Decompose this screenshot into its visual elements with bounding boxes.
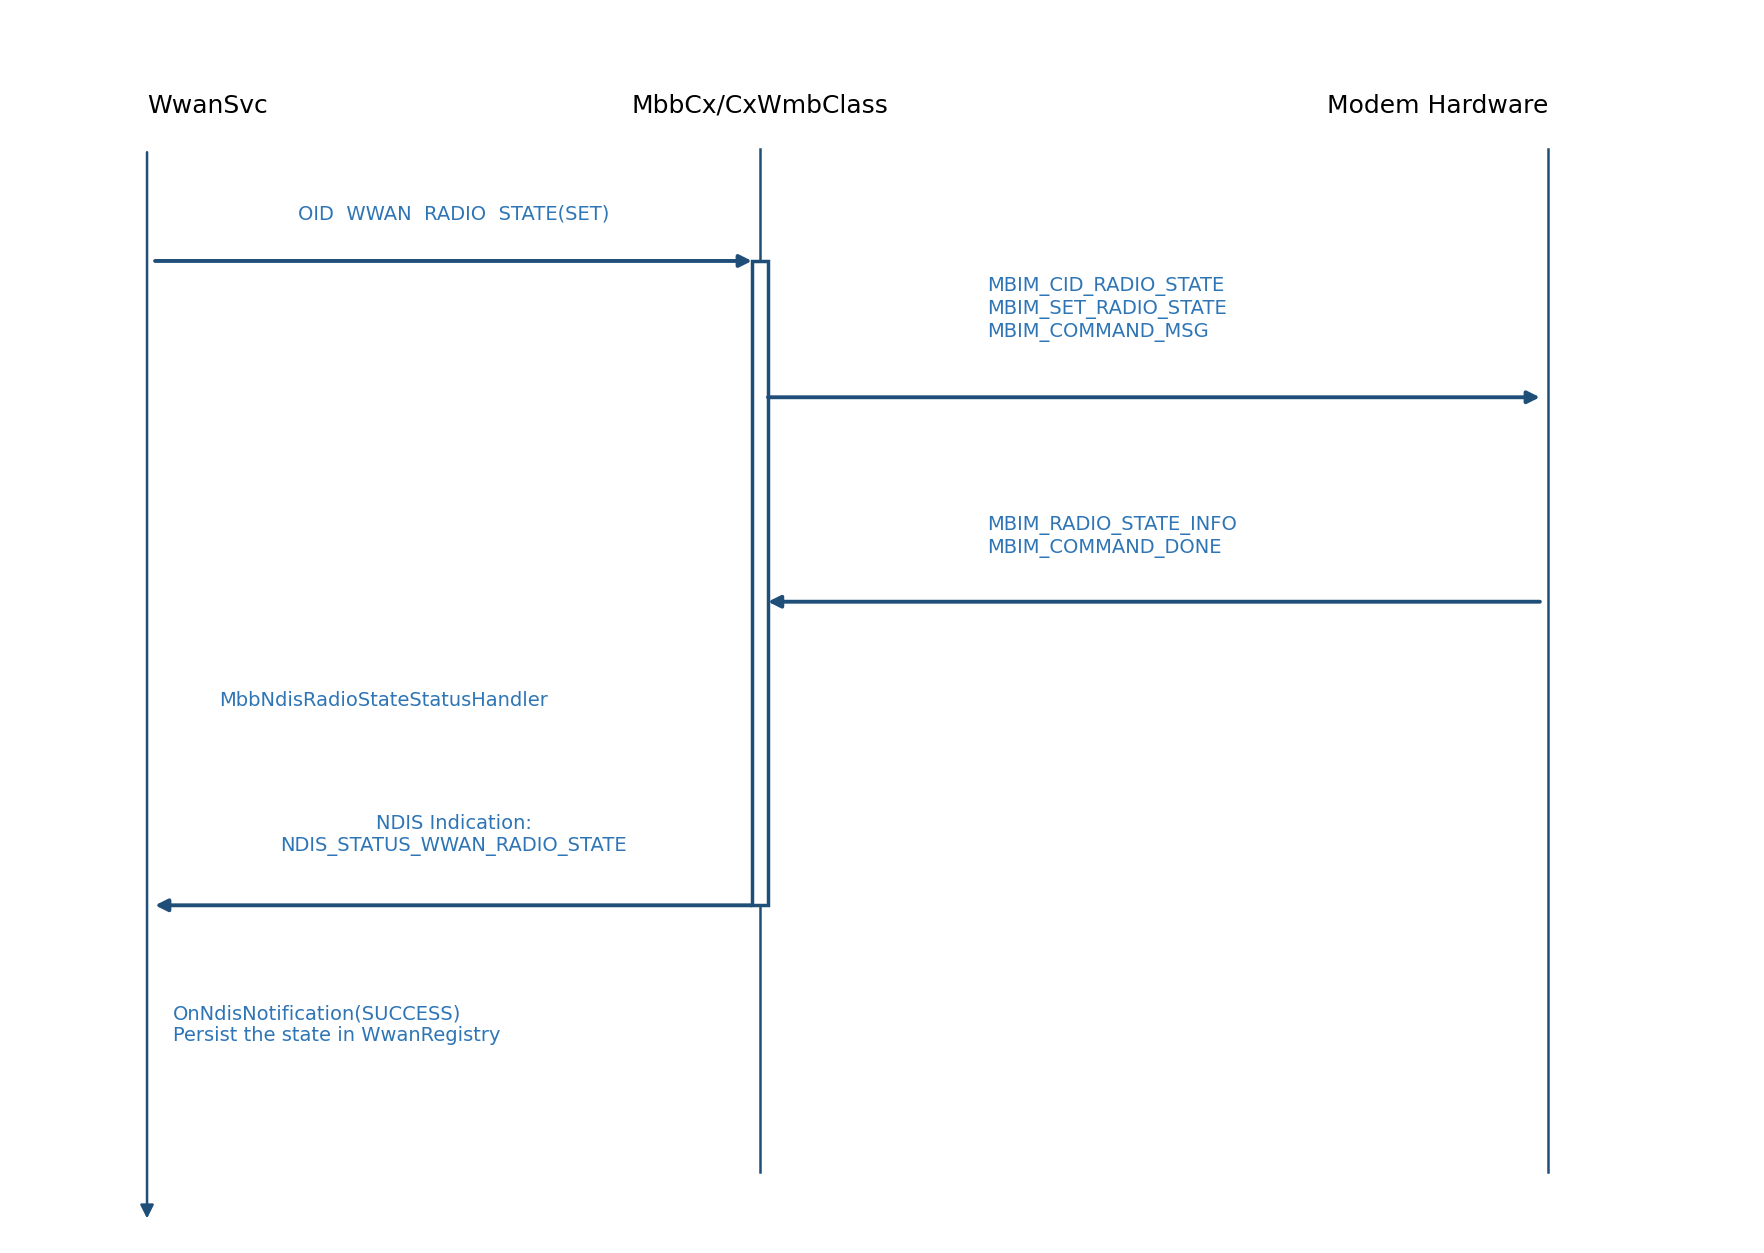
Text: MBIM_CID_RADIO_STATE
MBIM_SET_RADIO_STATE
MBIM_COMMAND_MSG: MBIM_CID_RADIO_STATE MBIM_SET_RADIO_STAT…	[988, 277, 1226, 342]
Text: MbbCx/CxWmbClass: MbbCx/CxWmbClass	[632, 94, 887, 118]
Text: WwanSvc: WwanSvc	[146, 94, 268, 118]
Text: OnNdisNotification(SUCCESS)
Persist the state in WwanRegistry: OnNdisNotification(SUCCESS) Persist the …	[173, 1005, 501, 1045]
Bar	[751, 261, 767, 906]
Text: MBIM_RADIO_STATE_INFO
MBIM_COMMAND_DONE: MBIM_RADIO_STATE_INFO MBIM_COMMAND_DONE	[988, 516, 1237, 559]
Text: NDIS Indication:
NDIS_STATUS_WWAN_RADIO_STATE: NDIS Indication: NDIS_STATUS_WWAN_RADIO_…	[280, 813, 626, 856]
Text: MbbNdisRadioStateStatusHandler: MbbNdisRadioStateStatusHandler	[219, 692, 547, 710]
Text: Modem Hardware: Modem Hardware	[1327, 94, 1547, 118]
Text: OID  WWAN  RADIO  STATE(SET): OID WWAN RADIO STATE(SET)	[298, 204, 609, 224]
